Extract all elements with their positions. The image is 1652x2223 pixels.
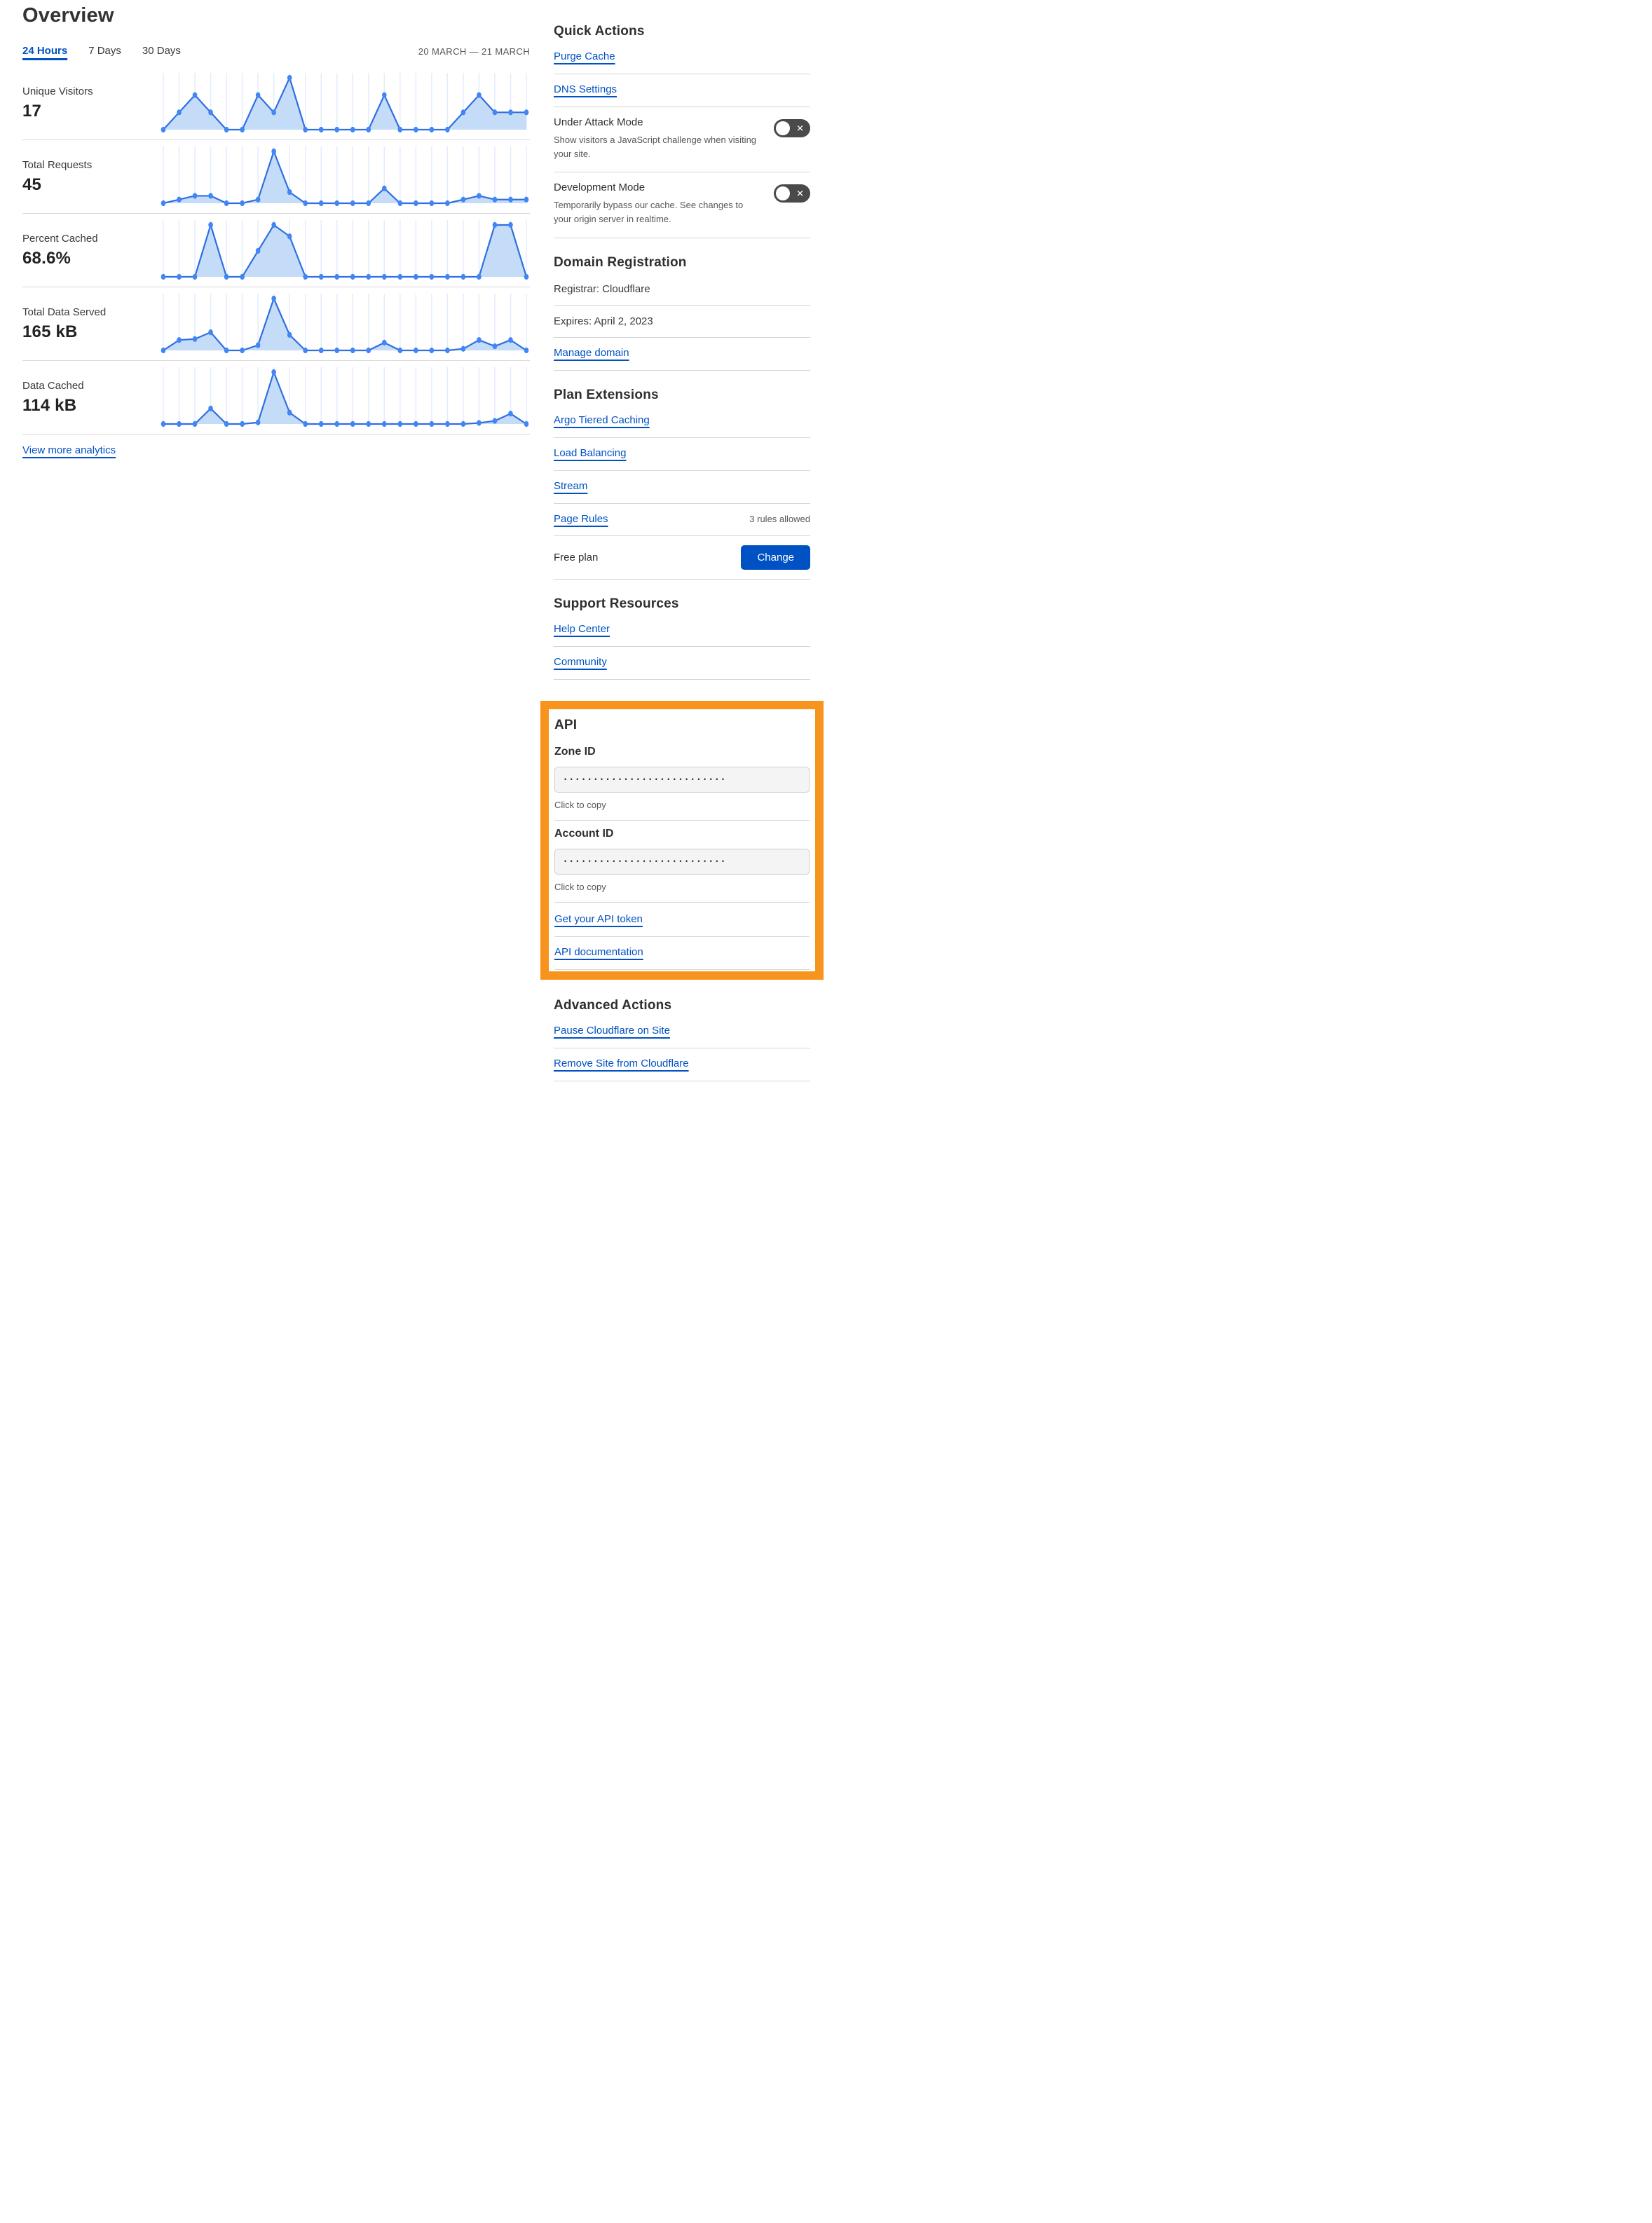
- metric-row-total-requests: Total Requests 45: [22, 140, 530, 214]
- page-rules-row: Page Rules 3 rules allowed: [554, 504, 810, 536]
- development-mode-description: Temporarily bypass our cache. See change…: [554, 200, 744, 225]
- sidebar: Quick Actions Purge Cache DNS Settings U…: [540, 24, 824, 1098]
- manage-domain-link[interactable]: Manage domain: [554, 346, 629, 359]
- toggle-off-x-icon: ✕: [796, 123, 804, 134]
- api-heading: API: [554, 717, 578, 732]
- time-range-tabbar: 24 Hours 7 Days 30 Days 20 MARCH — 21 MA…: [22, 45, 530, 57]
- tab-7-days[interactable]: 7 Days: [88, 45, 121, 57]
- advanced-actions-heading: Advanced Actions: [554, 997, 672, 1013]
- metric-label: Percent Cached: [22, 232, 98, 245]
- zone-id-masked-value[interactable]: •••••••••••••••••••••••••••: [554, 766, 810, 793]
- metric-row-unique-visitors: Unique Visitors 17: [22, 67, 530, 140]
- change-plan-button[interactable]: Change: [741, 545, 810, 570]
- metric-value: 68.6%: [22, 248, 71, 268]
- metric-value: 17: [22, 101, 42, 121]
- toggle-knob: [776, 186, 790, 201]
- quick-actions-section: Quick Actions Purge Cache DNS Settings U…: [554, 24, 810, 238]
- tab-24-hours[interactable]: 24 Hours: [22, 45, 68, 57]
- total-data-served-sparkline: [161, 294, 529, 354]
- argo-tiered-caching-link[interactable]: Argo Tiered Caching: [554, 413, 650, 426]
- plan-extensions-heading: Plan Extensions: [554, 387, 659, 402]
- metric-label: Total Requests: [22, 158, 93, 171]
- zone-id-copy-hint: Click to copy: [554, 799, 606, 810]
- stream-link[interactable]: Stream: [554, 479, 588, 492]
- metric-value: 165 kB: [22, 322, 78, 341]
- tab-30-days[interactable]: 30 Days: [142, 45, 181, 57]
- development-mode-toggle[interactable]: ✕: [774, 184, 810, 203]
- view-more-analytics-link[interactable]: View more analytics: [22, 444, 116, 456]
- api-documentation-link[interactable]: API documentation: [554, 945, 643, 958]
- plan-name-label: Free plan: [554, 551, 599, 563]
- page-title: Overview: [22, 4, 114, 27]
- dns-settings-link[interactable]: DNS Settings: [554, 83, 617, 95]
- toggle-off-x-icon: ✕: [796, 188, 804, 199]
- unique-visitors-sparkline: [161, 73, 529, 133]
- zone-id-label: Zone ID: [554, 745, 596, 758]
- toggle-knob: [776, 121, 790, 135]
- load-balancing-link[interactable]: Load Balancing: [554, 446, 627, 459]
- plan-extensions-section: Plan Extensions Argo Tiered Caching Load…: [554, 388, 810, 580]
- support-resources-heading: Support Resources: [554, 596, 679, 611]
- under-attack-mode-row: Under Attack Mode Show visitors a JavaSc…: [554, 107, 810, 173]
- under-attack-mode-description: Show visitors a JavaScript challenge whe…: [554, 135, 757, 160]
- account-id-field: Account ID ••••••••••••••••••••••••••• C…: [554, 821, 810, 903]
- metric-row-percent-cached: Percent Cached 68.6%: [22, 214, 530, 287]
- advanced-actions-section: Advanced Actions Pause Cloudflare on Sit…: [554, 998, 810, 1081]
- development-mode-label: Development Mode: [554, 182, 646, 194]
- pause-cloudflare-link[interactable]: Pause Cloudflare on Site: [554, 1024, 670, 1037]
- under-attack-mode-label: Under Attack Mode: [554, 116, 643, 128]
- metric-value: 45: [22, 175, 42, 194]
- percent-cached-sparkline: [161, 220, 529, 280]
- under-attack-mode-toggle[interactable]: ✕: [774, 119, 810, 137]
- metric-label: Data Cached: [22, 379, 84, 392]
- domain-registration-section: Domain Registration Registrar: Cloudflar…: [554, 255, 810, 371]
- metric-label: Unique Visitors: [22, 85, 93, 97]
- total-requests-sparkline: [161, 146, 529, 207]
- metric-label: Total Data Served: [22, 306, 107, 318]
- page-rules-link[interactable]: Page Rules: [554, 512, 608, 525]
- support-resources-section: Support Resources Help Center Community: [554, 596, 810, 680]
- metric-row-total-data-served: Total Data Served 165 kB: [22, 287, 530, 361]
- metric-row-data-cached: Data Cached 114 kB: [22, 361, 530, 435]
- metrics-chart-list: Unique Visitors 17 Total Requests 45 Per…: [22, 67, 530, 435]
- help-center-link[interactable]: Help Center: [554, 622, 610, 635]
- metric-value: 114 kB: [22, 395, 77, 415]
- data-cached-sparkline: [161, 367, 529, 427]
- purge-cache-link[interactable]: Purge Cache: [554, 50, 615, 62]
- account-id-masked-value[interactable]: •••••••••••••••••••••••••••: [554, 848, 810, 875]
- api-section-highlight-box: API Zone ID ••••••••••••••••••••••••••• …: [540, 700, 824, 980]
- expires-row: Expires: April 2, 2023: [554, 306, 810, 338]
- quick-actions-heading: Quick Actions: [554, 24, 645, 39]
- community-link[interactable]: Community: [554, 655, 607, 668]
- zone-id-field: Zone ID ••••••••••••••••••••••••••• Clic…: [554, 739, 810, 821]
- domain-registration-heading: Domain Registration: [554, 254, 687, 270]
- account-id-label: Account ID: [554, 827, 614, 840]
- overview-main-column: Overview 24 Hours 7 Days 30 Days 20 MARC…: [22, 4, 530, 457]
- date-range-label: 20 MARCH — 21 MARCH: [418, 46, 530, 57]
- registrar-row: Registrar: Cloudflare: [554, 280, 810, 306]
- get-api-token-link[interactable]: Get your API token: [554, 912, 643, 925]
- time-range-tabs: 24 Hours 7 Days 30 Days: [22, 45, 181, 57]
- development-mode-row: Development Mode Temporarily bypass our …: [554, 172, 810, 238]
- remove-site-link[interactable]: Remove Site from Cloudflare: [554, 1057, 689, 1069]
- plan-row: Free plan Change: [554, 536, 810, 580]
- account-id-copy-hint: Click to copy: [554, 881, 606, 892]
- page-rules-allowance: 3 rules allowed: [749, 513, 810, 524]
